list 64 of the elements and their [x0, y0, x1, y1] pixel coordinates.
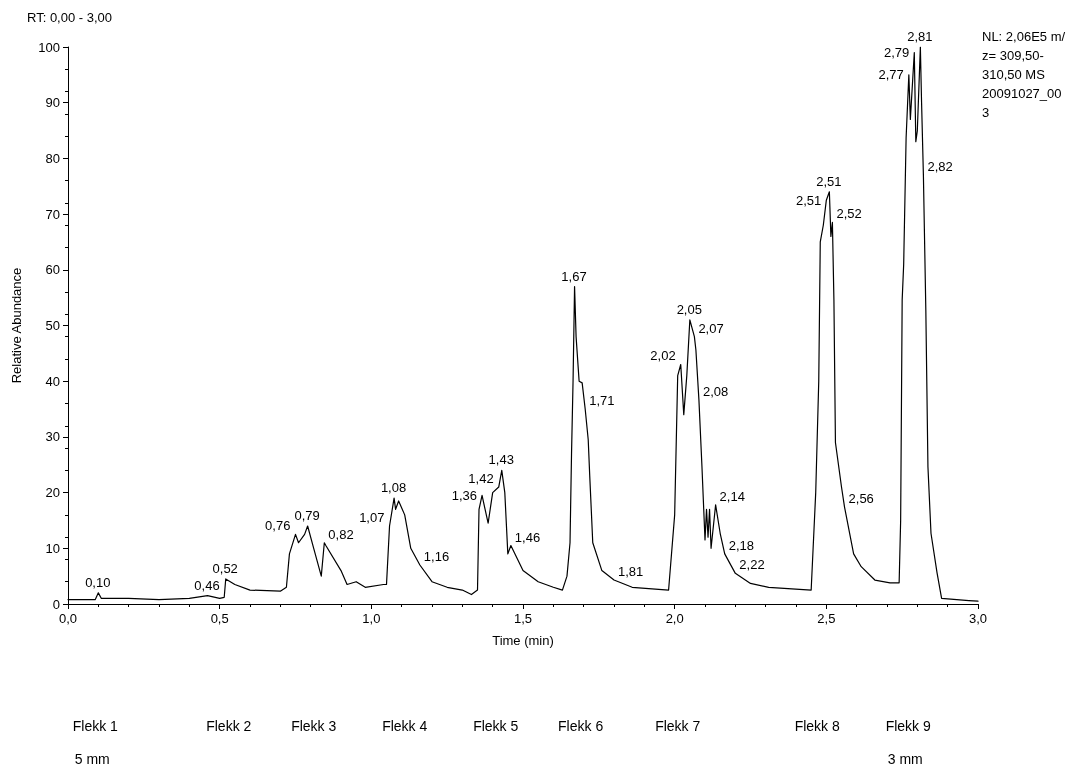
y-tick-label: 40: [45, 373, 60, 389]
annotation: 1,67: [561, 268, 587, 284]
annotation: 2,82: [927, 159, 953, 175]
text: Flekk 6: [558, 718, 604, 734]
text: 5 mm: [74, 751, 110, 767]
x-axis-title: Time (min): [492, 633, 554, 648]
y-tick-label: 60: [45, 262, 60, 278]
y-axis-title: Relative Abundance: [9, 267, 24, 384]
text: 3 mm: [887, 751, 923, 767]
y-tick-label: 0: [52, 596, 60, 612]
y-tick-label: 100: [38, 39, 60, 55]
y-tick-label: 90: [45, 95, 60, 111]
annotation: 1,71: [589, 393, 615, 409]
annotation: 2,56: [848, 491, 874, 507]
annotation: 2,79: [883, 45, 910, 61]
annotation: 2,81: [907, 29, 933, 44]
text: Flekk 1: [72, 718, 119, 734]
text: Flekk 5: [473, 718, 519, 734]
annotation: 1,08: [380, 480, 407, 496]
x-tick-label: 2,5: [817, 611, 836, 626]
annotation: 2,77: [878, 67, 904, 83]
annotation: 2,52: [836, 206, 862, 222]
x-tick-label: 0,0: [58, 611, 78, 626]
x-tick-label: 2,0: [665, 611, 684, 626]
annotation: 0,46: [194, 577, 220, 593]
annotation: 1,07: [359, 510, 385, 526]
annotation: 2,18: [728, 537, 755, 553]
y-tick-label: 70: [45, 206, 60, 222]
y-tick-label: 50: [45, 318, 60, 333]
x-tick-label: 1,5: [513, 611, 533, 626]
annotation: 2,02: [650, 348, 676, 364]
annotation: 1,46: [514, 529, 541, 545]
y-tick-label: 80: [45, 150, 60, 166]
y-tick-label: 30: [45, 429, 60, 445]
annotation: 0,79: [294, 508, 320, 524]
text: Flekk 3: [291, 718, 337, 734]
text: Flekk 7: [655, 718, 701, 734]
annotation: 0,52: [212, 560, 238, 576]
text: Flekk 2: [206, 718, 252, 734]
annotation: 1,36: [451, 487, 477, 503]
chart-title: RT: 0,00 - 3,00: [27, 10, 113, 25]
annotation: 2,51: [816, 173, 842, 189]
annotation: 1,81: [618, 564, 644, 580]
annotation: 2,08: [702, 384, 729, 400]
annotation: 2,51: [795, 192, 822, 208]
annotation: 1,42: [468, 471, 494, 487]
y-tick-label: 20: [45, 485, 60, 501]
text: Flekk 9: [885, 718, 932, 734]
text: Flekk 8: [794, 718, 841, 734]
x-tick-label: 0,5: [210, 611, 229, 626]
y-tick-label: 10: [45, 540, 60, 556]
x-tick-label: 3,0: [968, 611, 988, 626]
annotation: 1,16: [423, 549, 450, 565]
annotation: 2,14: [719, 488, 745, 504]
annotation: 0,10: [85, 574, 111, 590]
annotation: 0,76: [265, 518, 291, 534]
annotation: 2,07: [698, 320, 724, 336]
text: Flekk 4: [382, 718, 428, 734]
text: NL: 2,06E5 m/z= 309,50- 310,50 MS 20091027_003: [982, 29, 1066, 120]
annotation: 2,05: [676, 301, 702, 317]
x-tick-label: 1,0: [362, 611, 381, 626]
annotation: 2,22: [739, 557, 765, 573]
annotation: 0,82: [328, 526, 354, 542]
annotation: 1,43: [488, 452, 514, 468]
